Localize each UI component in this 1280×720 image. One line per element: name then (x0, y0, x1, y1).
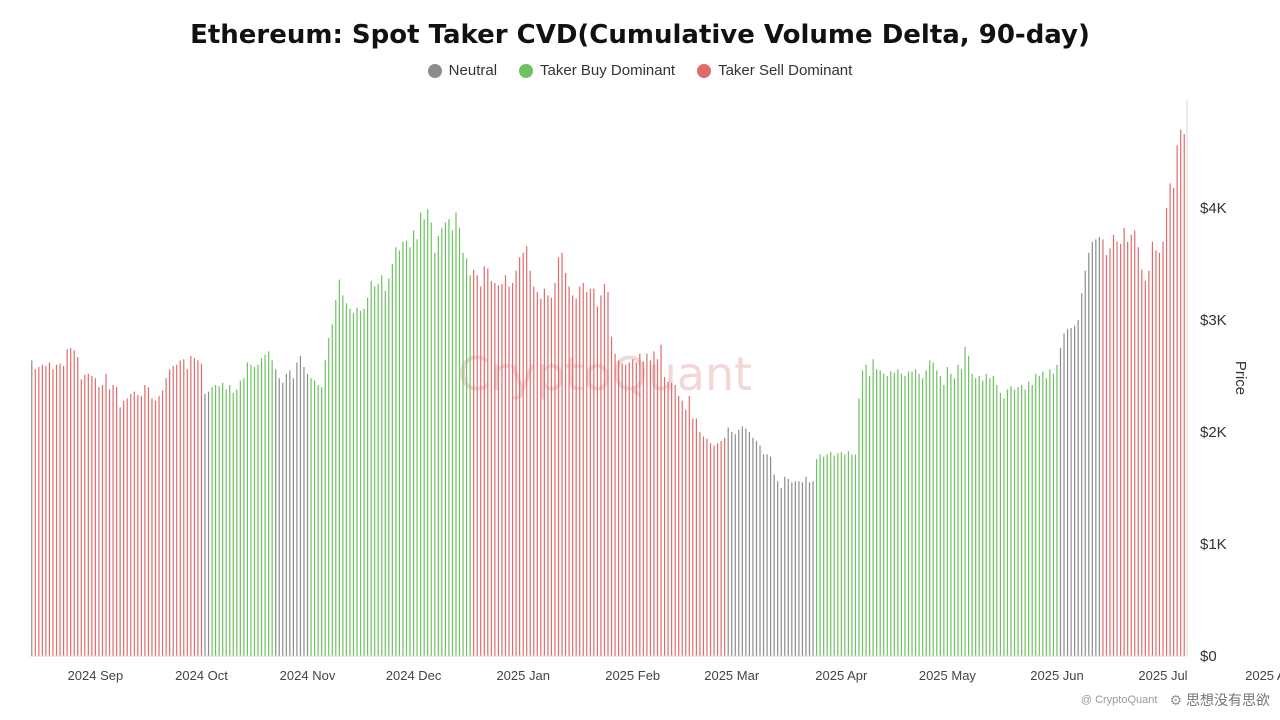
x-tick-label: 2025 Jun (1030, 668, 1084, 683)
y-tick-label: $2K (1200, 424, 1227, 441)
y-axis-ticks: $0 $1K $2K $3K $4K (1200, 200, 1227, 665)
legend-label-neutral: Neutral (448, 62, 498, 79)
x-tick-label: 2025 Apr (815, 668, 868, 683)
y-tick-label: $4K (1200, 200, 1227, 217)
x-tick-label: 2024 Oct (175, 668, 228, 683)
x-tick-label: 2024 Dec (386, 668, 442, 683)
legend-dot-buy (519, 63, 534, 78)
y-axis-label: Price (1232, 361, 1249, 395)
x-tick-label: 2025 Aug (1245, 668, 1280, 683)
footer-source: @ CryptoQuant (1080, 694, 1158, 706)
y-tick-label: $3K (1200, 312, 1227, 329)
x-tick-label: 2025 Jan (496, 668, 550, 683)
legend-label-buy: Taker Buy Dominant (540, 62, 676, 79)
legend-item-neutral[interactable]: Neutral (427, 62, 498, 79)
chart-title: Ethereum: Spot Taker CVD(Cumulative Volu… (190, 20, 1090, 50)
brand-icon: ⚙ (1169, 691, 1182, 708)
x-tick-label: 2025 Mar (704, 668, 760, 683)
x-axis-ticks: 2024 Sep 2024 Oct 2024 Nov 2024 Dec 2025 Jan… (68, 668, 1280, 683)
legend-dot-neutral (427, 63, 442, 78)
legend-item-sell[interactable]: Taker Sell Dominant (697, 62, 852, 79)
legend-label-sell: Taker Sell Dominant (718, 62, 853, 79)
footer-brand-text: 思想没有思欲 (1186, 692, 1270, 708)
x-tick-label: 2025 Feb (605, 668, 660, 683)
x-tick-label: 2024 Sep (68, 668, 124, 683)
x-tick-label: 2025 Jul (1138, 668, 1187, 683)
x-tick-label: 2024 Nov (280, 668, 336, 683)
y-tick-label: $0 (1200, 648, 1217, 665)
bars-group (31, 129, 1185, 656)
footer-brand: @ CryptoQuant ⚙ 思想没有思欲 (1081, 690, 1270, 710)
y-tick-label: $1K (1200, 536, 1227, 553)
chart-legend: Neutral Taker Buy Dominant Taker Sell Do… (0, 62, 1280, 79)
x-tick-label: 2025 May (919, 668, 977, 683)
legend-item-buy[interactable]: Taker Buy Dominant (519, 62, 675, 79)
legend-dot-sell (697, 63, 712, 78)
